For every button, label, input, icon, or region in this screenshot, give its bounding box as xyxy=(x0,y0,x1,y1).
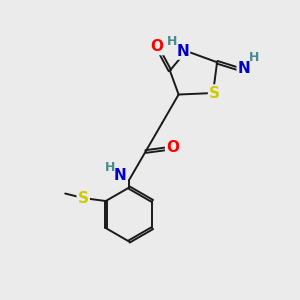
Text: O: O xyxy=(166,140,179,154)
Text: H: H xyxy=(248,51,259,64)
Text: N: N xyxy=(176,44,189,59)
Text: H: H xyxy=(105,161,116,174)
Text: S: S xyxy=(78,190,89,206)
Text: H: H xyxy=(167,35,177,48)
Text: N: N xyxy=(238,61,250,76)
Text: N: N xyxy=(114,168,127,183)
Text: S: S xyxy=(209,85,220,100)
Text: O: O xyxy=(151,39,164,54)
